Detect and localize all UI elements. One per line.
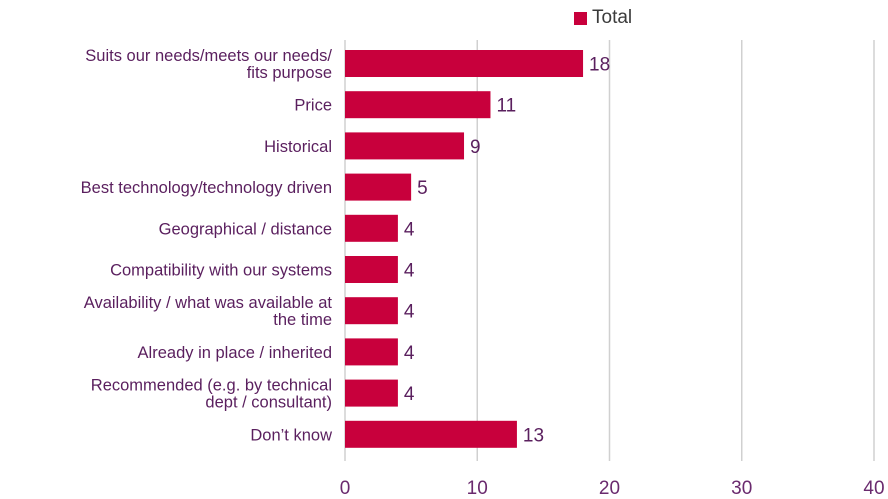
category-label-4: Geographical / distance — [159, 220, 332, 238]
category-label-1: Price — [294, 97, 332, 115]
legend-label-total: Total — [592, 7, 633, 28]
data-label-5: 4 — [404, 261, 415, 282]
category-label-9: Don’t know — [250, 426, 332, 444]
category-label-7: Already in place / inherited — [138, 344, 332, 362]
bar-9 — [345, 420, 517, 448]
chart-legend: Total — [574, 6, 632, 30]
bar-7 — [345, 338, 398, 366]
category-label-8-line-0: Recommended (e.g. by technical — [91, 377, 332, 395]
x-tick-label-30: 30 — [731, 478, 752, 499]
data-label-1: 11 — [496, 96, 516, 117]
category-label-6-line-0: Availability / what was available at — [84, 294, 333, 312]
bar-0 — [345, 50, 584, 77]
data-label-6: 4 — [404, 302, 415, 323]
category-label-3: Best technology/technology driven — [81, 179, 332, 197]
x-tick-label-10: 10 — [467, 478, 488, 499]
x-tick-label-20: 20 — [599, 478, 620, 499]
bar-2 — [345, 132, 465, 160]
bar-1 — [345, 91, 491, 119]
bar-3 — [345, 173, 412, 201]
bar-8 — [345, 379, 398, 407]
bar-6 — [345, 297, 398, 325]
data-label-3: 5 — [417, 178, 428, 199]
data-label-0: 18 — [589, 55, 610, 76]
data-label-9: 13 — [523, 425, 544, 446]
category-label-8-line-1: dept / consultant) — [205, 394, 332, 412]
x-tick-label-40: 40 — [863, 478, 884, 499]
x-tick-label-0: 0 — [340, 478, 351, 499]
bar-5 — [345, 256, 398, 283]
data-label-2: 9 — [470, 137, 481, 158]
category-label-2: Historical — [264, 138, 332, 156]
legend-swatch-total — [574, 11, 587, 25]
data-label-8: 4 — [404, 384, 415, 405]
category-label-5: Compatibility with our systems — [110, 262, 332, 280]
category-label-0-line-1: fits purpose — [247, 64, 332, 82]
category-label-6-line-1: the time — [273, 311, 332, 329]
data-label-7: 4 — [404, 343, 415, 364]
category-label-0-line-0: Suits our needs/meets our needs/ — [85, 47, 332, 65]
data-label-4: 4 — [404, 219, 415, 240]
bar-4 — [345, 214, 398, 242]
